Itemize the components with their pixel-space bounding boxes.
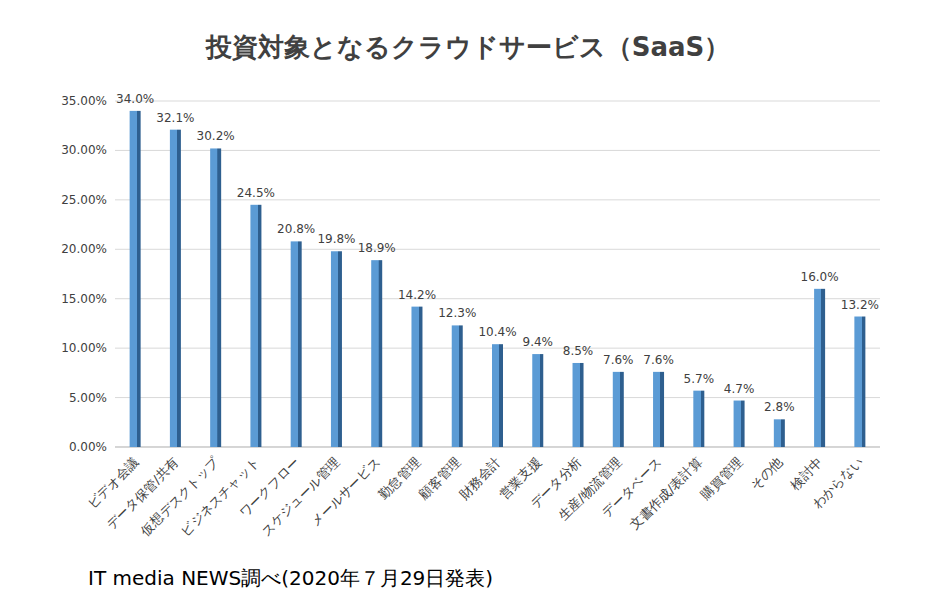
source: IT media NEWS調べ(2020年７月29日発表)	[88, 566, 493, 590]
y-tick-label: 35.00%	[61, 94, 107, 108]
data-label: 14.2%	[398, 288, 436, 302]
bar	[250, 205, 261, 447]
data-label: 9.4%	[523, 335, 554, 349]
data-label: 16.0%	[801, 270, 839, 284]
data-label: 12.3%	[438, 306, 476, 320]
bar	[170, 130, 181, 447]
bar	[814, 289, 825, 447]
x-tick-label: 財務会計	[456, 455, 503, 502]
bar	[452, 325, 463, 447]
y-tick-label: 0.00%	[69, 440, 107, 454]
y-tick-label: 5.00%	[69, 391, 107, 405]
data-label: 4.7%	[724, 382, 755, 396]
bar	[130, 111, 141, 447]
bar	[693, 391, 704, 447]
data-label: 20.8%	[277, 222, 315, 236]
bar	[573, 363, 584, 447]
data-label: 18.9%	[358, 241, 396, 255]
data-label: 7.6%	[643, 353, 674, 367]
title: 投資対象となるクラウドサービス（SaaS）	[205, 32, 731, 62]
data-label: 2.8%	[764, 400, 795, 414]
x-tick-label: わからない	[809, 455, 866, 512]
grid-line	[115, 249, 880, 250]
x-tick-label: 購買管理	[698, 455, 745, 502]
bar	[532, 354, 543, 447]
bar	[331, 251, 342, 447]
bar	[291, 241, 302, 447]
data-label: 32.1%	[156, 111, 194, 125]
y-tick-label: 25.00%	[61, 193, 107, 207]
bar	[411, 307, 422, 447]
y-tick-label: 15.00%	[61, 292, 107, 306]
data-label: 30.2%	[197, 129, 235, 143]
bar	[854, 317, 865, 447]
x-tick-label: その他	[747, 455, 785, 493]
bar	[774, 419, 785, 447]
grid	[115, 101, 880, 447]
bar	[653, 372, 664, 447]
bar	[210, 148, 221, 447]
data-label: 5.7%	[684, 372, 715, 386]
data-label: 13.2%	[841, 298, 879, 312]
x-tick-label: データ保管/共有	[103, 455, 181, 533]
bars	[130, 111, 866, 447]
data-label: 24.5%	[237, 186, 275, 200]
bar	[371, 260, 382, 447]
data-label: 19.8%	[317, 232, 355, 246]
x-tick-label: 検討中	[788, 455, 826, 493]
bar	[734, 401, 745, 447]
grid-line	[115, 298, 880, 299]
grid-line	[115, 150, 880, 151]
bar	[613, 372, 624, 447]
y-tick-label: 10.00%	[61, 341, 107, 355]
y-tick-label: 30.00%	[61, 143, 107, 157]
data-label: 8.5%	[563, 344, 594, 358]
x-tick-label: 顧客管理	[416, 455, 463, 502]
grid-line	[115, 101, 880, 102]
x-tick-label: 勤怠管理	[376, 455, 423, 502]
data-label: 7.6%	[603, 353, 634, 367]
chart: 投資対象となるクラウドサービス（SaaS） 0.00% 5.00% 10.00% 15.…	[0, 0, 937, 601]
data-label: 10.4%	[478, 325, 516, 339]
x-tick-label: メールサービス	[308, 455, 383, 530]
data-label: 34.0%	[116, 92, 154, 106]
grid-line	[115, 199, 880, 200]
y-tick-label: 20.00%	[61, 242, 107, 256]
bar	[492, 344, 503, 447]
x-tick-label: 文書作成/表計算	[627, 455, 705, 533]
